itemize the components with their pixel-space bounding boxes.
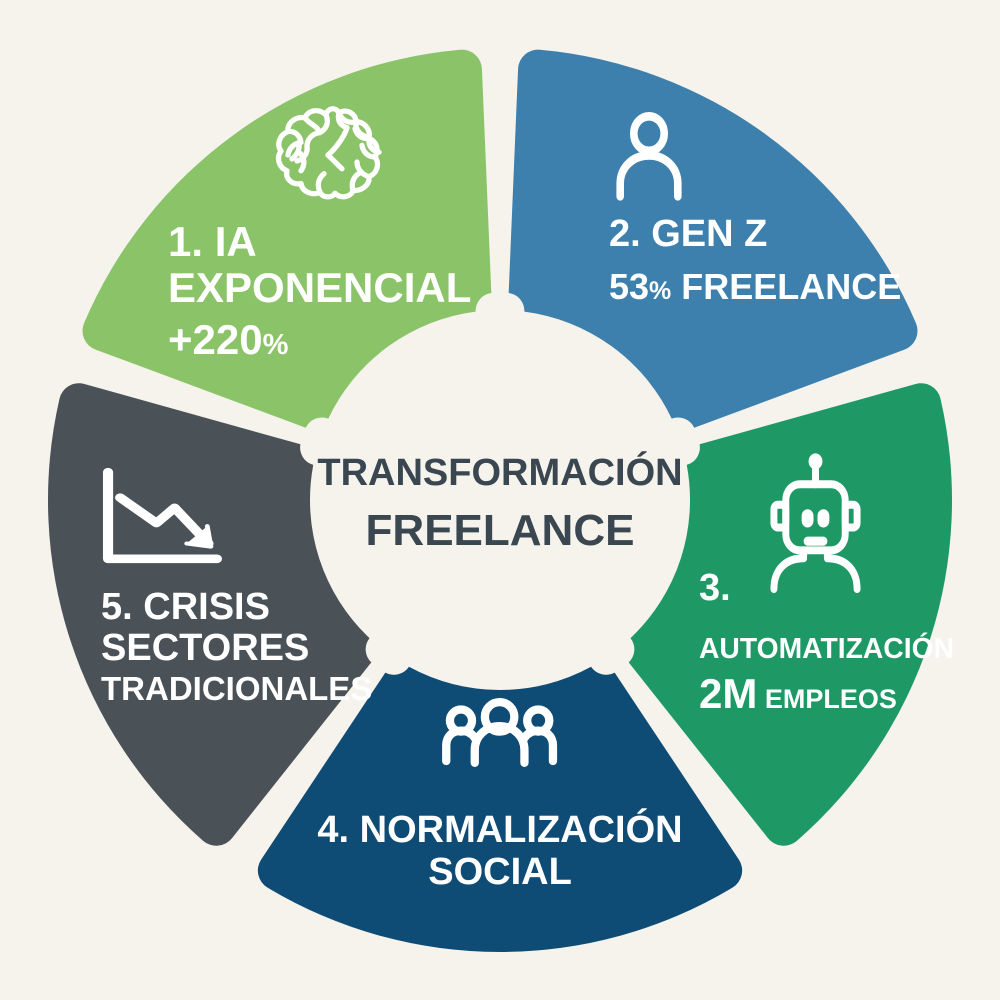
svg-text:TRADICIONALES: TRADICIONALES xyxy=(101,670,372,707)
svg-text:FREELANCE: FREELANCE xyxy=(366,506,635,555)
svg-text:TRANSFORMACIÓN: TRANSFORMACIÓN xyxy=(317,450,682,494)
svg-text:5. CRISIS: 5. CRISIS xyxy=(101,586,270,628)
svg-text:AUTOMATIZACIÓN: AUTOMATIZACIÓN xyxy=(699,631,954,665)
svg-text:SECTORES: SECTORES xyxy=(101,627,309,669)
svg-text:4. NORMALIZACIÓN: 4. NORMALIZACIÓN xyxy=(317,807,682,851)
svg-text:2. GEN Z: 2. GEN Z xyxy=(609,213,767,255)
svg-text:3.: 3. xyxy=(699,567,731,609)
svg-text:1. IA: 1. IA xyxy=(168,218,257,265)
svg-text:EXPONENCIAL: EXPONENCIAL xyxy=(168,264,471,311)
svg-text:SOCIAL: SOCIAL xyxy=(428,851,572,893)
